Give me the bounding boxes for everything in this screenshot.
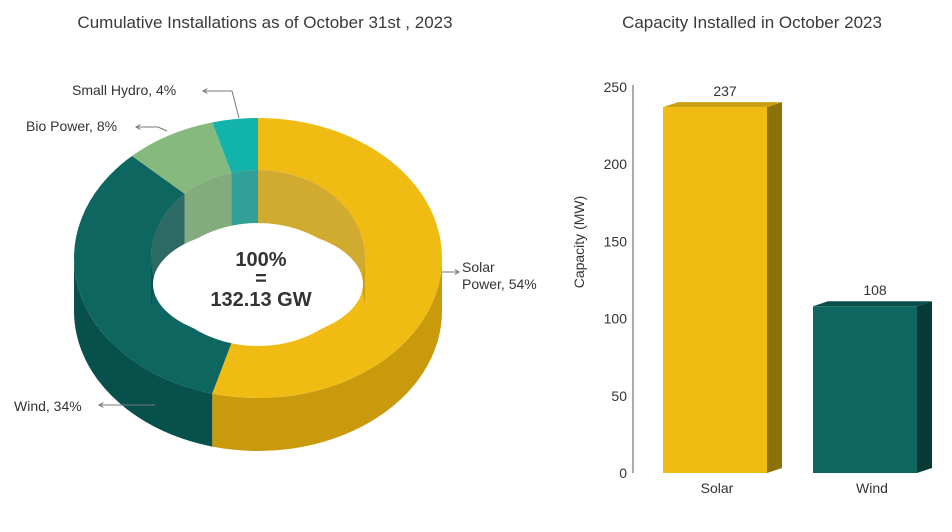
slice-inner-wall-wind bbox=[151, 193, 185, 311]
y-axis-label: Capacity (MW) bbox=[571, 196, 587, 289]
y-tick-label: 150 bbox=[604, 233, 628, 249]
donut-center-equals: = bbox=[255, 268, 267, 290]
label-bio-power: Bio Power, 8% bbox=[26, 118, 117, 134]
leader-line-small-hydro bbox=[203, 90, 240, 119]
label-solar-line1: Solar bbox=[462, 259, 495, 275]
label-solar-line2: Power, 54% bbox=[462, 276, 537, 292]
y-tick-label: 50 bbox=[611, 388, 627, 404]
bar-side-solar bbox=[767, 102, 782, 474]
slice-small-hydro bbox=[212, 118, 258, 173]
bar-top-wind bbox=[813, 301, 932, 307]
donut-title: Cumulative Installations as of October 3… bbox=[77, 13, 452, 32]
leader-arrow-small-hydro bbox=[201, 88, 208, 94]
label-small-hydro: Small Hydro, 4% bbox=[72, 82, 176, 98]
label-wind: Wind, 34% bbox=[14, 398, 82, 414]
leader-arrow-solar bbox=[454, 269, 461, 275]
leader-arrow-bio-power bbox=[134, 124, 141, 130]
bar-side-wind bbox=[917, 301, 932, 473]
slice-bio-power bbox=[132, 122, 232, 194]
slice-side-wind bbox=[74, 258, 213, 447]
donut-chart: Cumulative Installations as of October 3… bbox=[14, 13, 537, 452]
y-tick-label: 0 bbox=[619, 465, 627, 481]
slice-inner-wall-solar-power bbox=[258, 170, 365, 311]
bar-value-wind: 108 bbox=[863, 282, 887, 298]
slice-inner-wall-bio-power bbox=[184, 172, 232, 247]
x-tick-solar: Solar bbox=[701, 480, 734, 496]
bar-title: Capacity Installed in October 2023 bbox=[622, 13, 882, 32]
donut-hole bbox=[153, 228, 363, 340]
bar-value-solar: 237 bbox=[713, 83, 737, 99]
leader-arrow-wind bbox=[97, 402, 104, 408]
bar-solar bbox=[663, 107, 767, 474]
donut-center-total: 132.13 GW bbox=[210, 289, 311, 311]
slice-inner-wall-small-hydro bbox=[231, 170, 258, 226]
bar-top-solar bbox=[663, 102, 782, 108]
slice-side-solar-power bbox=[212, 258, 442, 452]
bar-chart: Capacity Installed in October 2023 Capac… bbox=[571, 13, 932, 496]
y-tick-label: 250 bbox=[604, 79, 628, 95]
y-tick-label: 200 bbox=[604, 156, 628, 172]
leader-line-bio-power bbox=[136, 126, 168, 132]
slice-solar-power bbox=[212, 118, 442, 398]
bar-wind bbox=[813, 306, 917, 473]
x-tick-wind: Wind bbox=[856, 480, 888, 496]
y-tick-label: 100 bbox=[604, 311, 628, 327]
donut-center-percent: 100% bbox=[235, 249, 286, 271]
